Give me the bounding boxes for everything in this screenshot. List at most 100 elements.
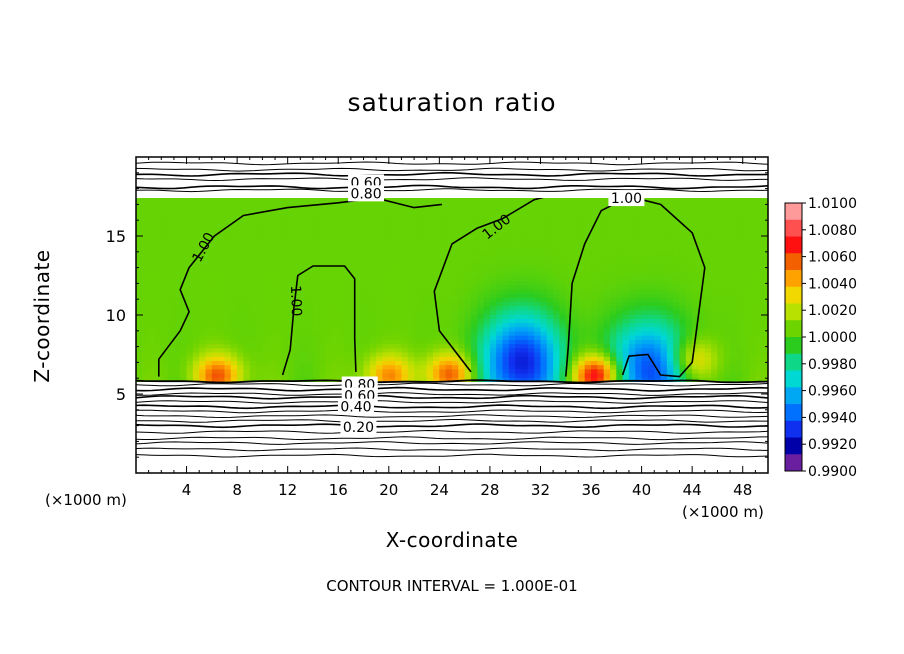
heatmap-cell (294, 246, 301, 252)
contour-line-labeled (135, 184, 769, 190)
heatmap-cell (761, 246, 769, 252)
heatmap-cell (711, 301, 719, 307)
heatmap-cell (331, 225, 339, 231)
heatmap-cell (180, 255, 188, 261)
heatmap-cell (420, 213, 428, 219)
heatmap-cell (559, 339, 567, 345)
heatmap-cell (306, 335, 314, 340)
heatmap-cell (679, 377, 687, 382)
heatmap-cell (414, 293, 421, 298)
heatmap-cell (534, 372, 542, 378)
heatmap-cell (357, 255, 365, 261)
heatmap-cell (287, 263, 295, 269)
heatmap-cell (489, 213, 497, 219)
heatmap-cell (679, 330, 687, 336)
heatmap-cell (559, 347, 567, 353)
heatmap-cell (312, 343, 320, 349)
heatmap-cell (401, 347, 409, 353)
heatmap-cell (275, 204, 282, 210)
heatmap-cell (749, 314, 756, 319)
heatmap-cell (628, 301, 636, 307)
contour-line (135, 392, 769, 396)
heatmap-cell (470, 242, 478, 248)
heatmap-cell (553, 234, 561, 240)
heatmap-cell (616, 213, 624, 219)
heatmap-cell (578, 343, 586, 349)
heatmap-cell (344, 221, 352, 227)
heatmap-cell (395, 288, 403, 294)
heatmap-cell (237, 297, 245, 303)
heatmap-cell (610, 217, 617, 223)
heatmap-cell (692, 293, 700, 298)
heatmap-cell (420, 246, 428, 252)
heatmap-cell (616, 297, 624, 303)
heatmap-cell (723, 213, 731, 219)
heatmap-cell (173, 200, 181, 206)
heatmap-cell (527, 309, 535, 315)
heatmap-cell (723, 225, 731, 231)
heatmap-cell (388, 330, 396, 336)
heatmap-cell (723, 351, 731, 357)
heatmap-cell (439, 200, 447, 206)
heatmap-cell (319, 368, 327, 374)
heatmap-cell (622, 322, 630, 328)
heatmap-cell (325, 301, 333, 307)
heatmap-cell (256, 351, 263, 357)
heatmap-cell (521, 255, 529, 261)
heatmap-cell (755, 213, 763, 219)
heatmap-cell (148, 221, 156, 227)
heatmap-cell (445, 377, 453, 382)
heatmap-cell (572, 372, 579, 378)
heatmap-cell (458, 217, 466, 223)
heatmap-cell (553, 297, 561, 303)
heatmap-cell (610, 360, 617, 366)
heatmap-cell (458, 335, 466, 340)
heatmap-cell (591, 314, 598, 319)
heatmap-cell (717, 213, 725, 219)
heatmap-cell (477, 225, 485, 231)
heatmap-cell (401, 221, 409, 227)
heatmap-cell (420, 343, 428, 349)
heatmap-cell (395, 267, 403, 273)
heatmap-cell (477, 347, 485, 353)
contour-line (136, 419, 768, 423)
heatmap-cell (256, 360, 263, 366)
heatmap-cell (660, 293, 668, 298)
heatmap-cell (294, 372, 301, 378)
heatmap-cell (161, 314, 169, 319)
heatmap-cell (382, 364, 390, 370)
heatmap-cell (388, 368, 396, 374)
heatmap-cell (426, 234, 434, 240)
heatmap-cell (186, 343, 194, 349)
heatmap-cell (148, 364, 156, 370)
heatmap-cell (660, 234, 668, 240)
heatmap-cell (730, 217, 737, 223)
heatmap-cell (553, 347, 561, 353)
heatmap-cell (755, 288, 763, 294)
heatmap-cell (180, 246, 188, 252)
heatmap-cell (136, 213, 143, 219)
heatmap-cell (654, 284, 662, 290)
heatmap-cell (477, 297, 485, 303)
heatmap-cell (755, 343, 763, 349)
heatmap-cell (496, 234, 504, 240)
heatmap-cell (755, 196, 763, 202)
heatmap-cell (376, 234, 384, 240)
contour-line (135, 400, 769, 404)
heatmap-cell (268, 217, 276, 223)
heatmap-cell (559, 284, 567, 290)
heatmap-cell (559, 322, 567, 328)
heatmap-cell (666, 314, 674, 319)
heatmap-cell (761, 242, 769, 248)
heatmap-cell (382, 204, 390, 210)
heatmap-cell (578, 309, 586, 315)
heatmap-cell (357, 356, 365, 361)
heatmap-cell (527, 251, 535, 256)
heatmap-cell (736, 272, 744, 277)
heatmap-cell (136, 372, 143, 378)
heatmap-cell (610, 309, 617, 315)
heatmap-cell (534, 305, 542, 311)
heatmap-cell (452, 246, 459, 252)
heatmap-cell (622, 356, 630, 361)
heatmap-cell (312, 200, 320, 206)
